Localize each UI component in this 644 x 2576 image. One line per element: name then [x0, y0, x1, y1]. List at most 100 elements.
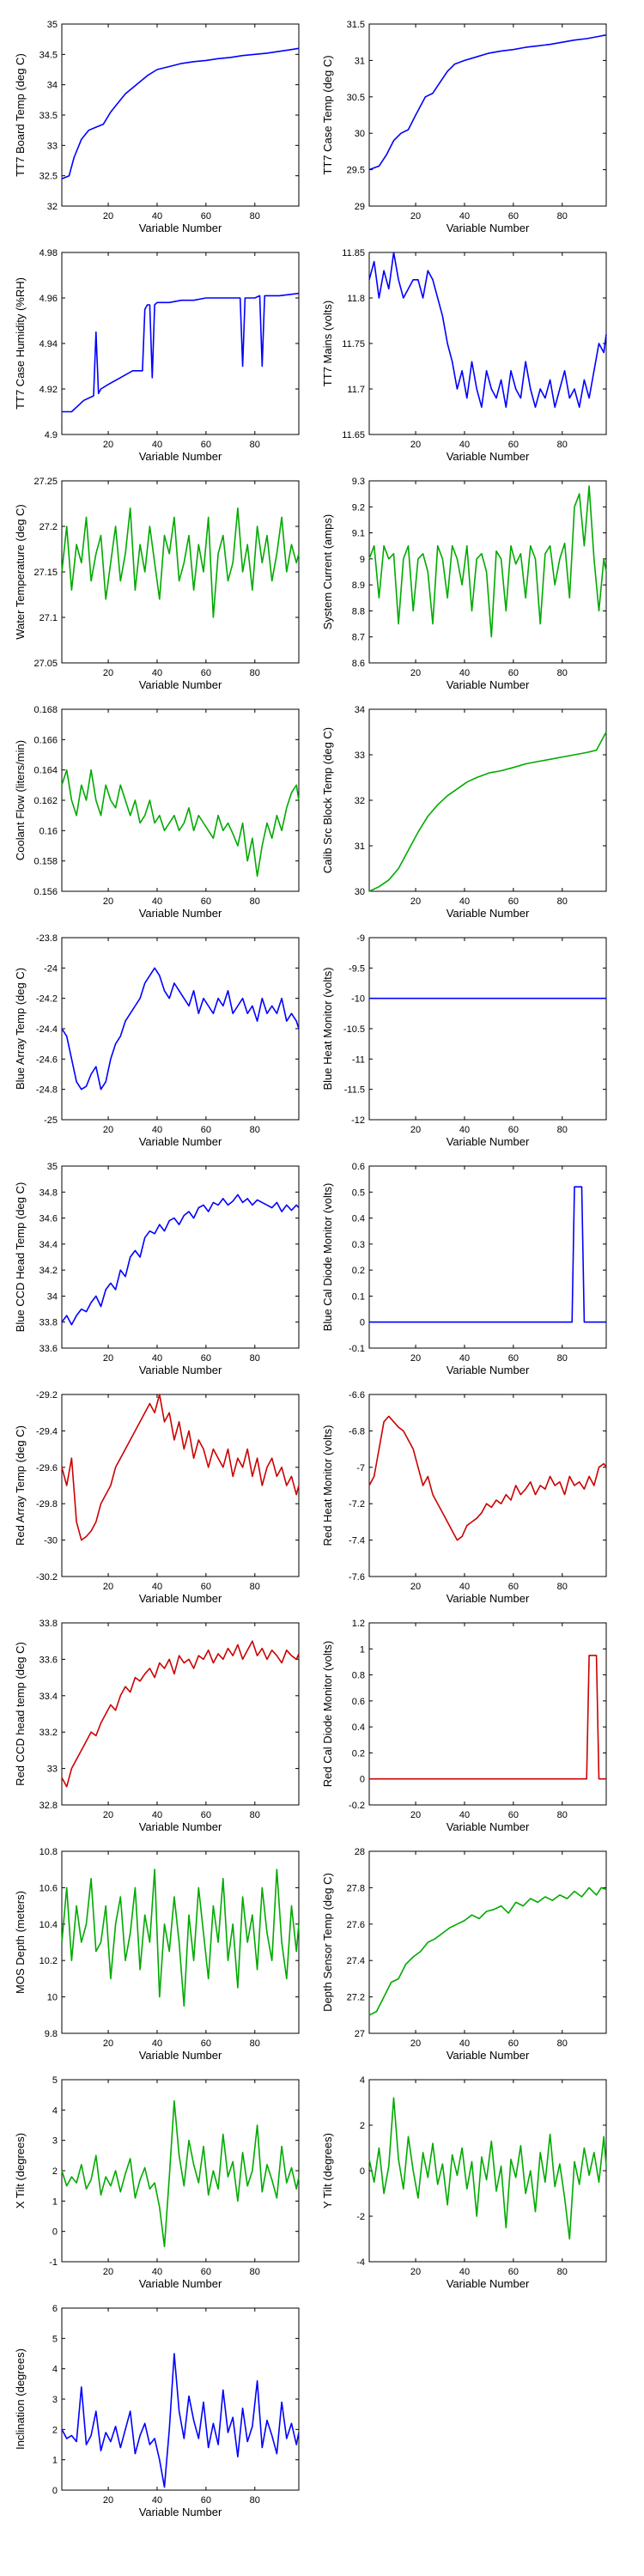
x-axis-label: Variable Number — [139, 222, 222, 234]
y-tick-label: -29.4 — [36, 1426, 58, 1437]
series-line — [369, 1186, 606, 1323]
plot-frame — [61, 1394, 300, 1577]
x-tick-label: 20 — [103, 1353, 113, 1364]
chart-panel-9: -12 -11.5 -11 -10.5 -10 -9.5 -9 20 40 60 80 Variabl… — [321, 933, 607, 1148]
series-line — [61, 1394, 300, 1541]
x-tick-label: 60 — [201, 1582, 211, 1592]
y-axis-label: Coolant Flow (liters/min) — [14, 740, 27, 860]
y-axis-label: Inclination (degrees) — [14, 2348, 27, 2450]
y-tick-label: 5 — [52, 2334, 58, 2344]
y-axis-label: Y Tilt (degrees) — [321, 2133, 334, 2208]
y-tick-label: 0.4 — [352, 1722, 365, 1733]
x-tick-label: 40 — [152, 1353, 162, 1364]
x-axis-label: Variable Number — [139, 678, 222, 691]
y-tick-label: 27.8 — [347, 1883, 365, 1893]
x-tick-label: 20 — [103, 1125, 113, 1135]
y-tick-label: 9.3 — [352, 477, 365, 487]
y-tick-label: 0 — [52, 2486, 58, 2496]
y-tick-label: 35 — [47, 1162, 58, 1172]
y-tick-label: 33.8 — [39, 1318, 58, 1328]
series-line — [61, 769, 300, 878]
y-tick-label: 27.15 — [33, 568, 58, 578]
x-tick-label: 60 — [201, 2267, 211, 2277]
x-axis-label: Variable Number — [139, 1592, 222, 1605]
y-tick-label: 1 — [52, 2456, 58, 2466]
y-tick-label: 27 — [355, 2029, 365, 2039]
y-tick-label: 2 — [360, 2121, 365, 2131]
x-tick-label: 80 — [250, 2495, 260, 2506]
chart-panel-5: 8.6 8.7 8.8 8.9 9 9.1 9.2 9.3 20 40 60 80 Variable N… — [321, 477, 607, 691]
chart-panel-8: -25 -24.8 -24.6 -24.4 -24.2 -24 -23.8 20 40 60 80 V… — [14, 933, 300, 1148]
y-tick-label: 10.6 — [39, 1883, 58, 1893]
x-tick-label: 40 — [152, 2038, 162, 2049]
x-tick-label: 40 — [152, 2267, 162, 2277]
x-tick-label: 20 — [103, 2495, 113, 2506]
y-tick-label: 0 — [360, 1775, 365, 1785]
y-tick-label: 4.92 — [39, 385, 58, 395]
x-tick-label: 60 — [508, 2038, 519, 2049]
y-tick-label: 32 — [355, 796, 365, 806]
chart-panel-6: 0.156 0.158 0.16 0.162 0.164 0.166 0.168 20 40 60… — [14, 705, 300, 920]
x-tick-label: 40 — [459, 896, 470, 907]
y-tick-label: -2 — [356, 2212, 365, 2222]
plot-frame — [61, 480, 300, 664]
series-line — [61, 1640, 300, 1788]
y-tick-label: 9.8 — [45, 2029, 58, 2039]
y-tick-label: 0.168 — [33, 705, 58, 715]
y-tick-label: 9.1 — [352, 529, 365, 539]
y-tick-label: -24.6 — [36, 1054, 58, 1065]
y-tick-label: -7.2 — [349, 1499, 365, 1510]
y-tick-label: 4.9 — [45, 430, 58, 440]
x-tick-label: 20 — [410, 2267, 421, 2277]
y-tick-label: 0.8 — [352, 1671, 365, 1681]
x-axis-label: Variable Number — [139, 907, 222, 920]
x-tick-label: 40 — [152, 896, 162, 907]
series-line — [368, 1886, 607, 2016]
y-tick-label: 34.5 — [39, 50, 58, 60]
plot-frame — [368, 708, 607, 892]
x-tick-label: 60 — [508, 211, 519, 222]
y-tick-label: 29.5 — [347, 166, 365, 176]
y-tick-label: 4.96 — [39, 294, 58, 304]
y-tick-label: 0.6 — [352, 1162, 365, 1172]
y-axis-label: Calib Src Block Temp (deg C) — [321, 727, 334, 873]
x-tick-label: 80 — [250, 1125, 260, 1135]
plot-frame — [368, 252, 607, 435]
y-tick-label: -9.5 — [349, 963, 365, 974]
x-tick-label: 80 — [557, 211, 568, 222]
x-tick-label: 20 — [410, 211, 421, 222]
chart-panel-11: -0.1 0 0.1 0.2 0.3 0.4 0.5 0.6 20 40 60 80 Variable … — [321, 1162, 607, 1376]
y-tick-label: 33.2 — [39, 1728, 58, 1738]
x-tick-label: 20 — [103, 211, 113, 222]
y-tick-label: 33.6 — [39, 1344, 58, 1354]
plot-frame — [368, 937, 607, 1121]
y-tick-label: 27.05 — [33, 659, 58, 669]
plot-frame — [61, 2079, 300, 2263]
chart-panel-4: 27.05 27.1 27.15 27.2 27.25 20 40 60 80 Variable … — [14, 477, 300, 691]
y-tick-label: 0.166 — [33, 735, 58, 745]
x-tick-label: 80 — [557, 1125, 568, 1135]
y-tick-label: -24.2 — [36, 994, 58, 1005]
x-tick-label: 60 — [201, 1353, 211, 1364]
y-axis-label: TT7 Board Temp (deg C) — [14, 53, 27, 177]
plot-frame — [368, 1165, 607, 1349]
x-tick-label: 20 — [103, 896, 113, 907]
y-tick-label: -10.5 — [343, 1024, 365, 1035]
series-line — [61, 47, 300, 179]
y-tick-label: 11.8 — [347, 294, 365, 304]
x-tick-label: 80 — [250, 2038, 260, 2049]
chart-panel-16: 9.8 10 10.2 10.4 10.6 10.8 20 40 60 80 Variable Nu… — [14, 1847, 300, 2062]
y-tick-label: 34 — [47, 1291, 58, 1302]
chart-panel-19: -4 -2 0 2 4 20 40 60 80 Variable Number Y Tilt (de… — [321, 2075, 607, 2290]
y-tick-label: -29.2 — [36, 1390, 58, 1400]
y-tick-label: 31 — [355, 56, 365, 66]
y-tick-label: 27.25 — [33, 477, 58, 487]
y-tick-label: 9.2 — [352, 502, 365, 513]
series-line — [61, 507, 300, 618]
series-line — [369, 1655, 606, 1780]
x-tick-label: 40 — [152, 1125, 162, 1135]
x-tick-label: 60 — [201, 2495, 211, 2506]
y-tick-label: 3 — [52, 2395, 58, 2405]
x-tick-label: 80 — [557, 1810, 568, 1820]
y-tick-label: 1.2 — [352, 1619, 365, 1629]
